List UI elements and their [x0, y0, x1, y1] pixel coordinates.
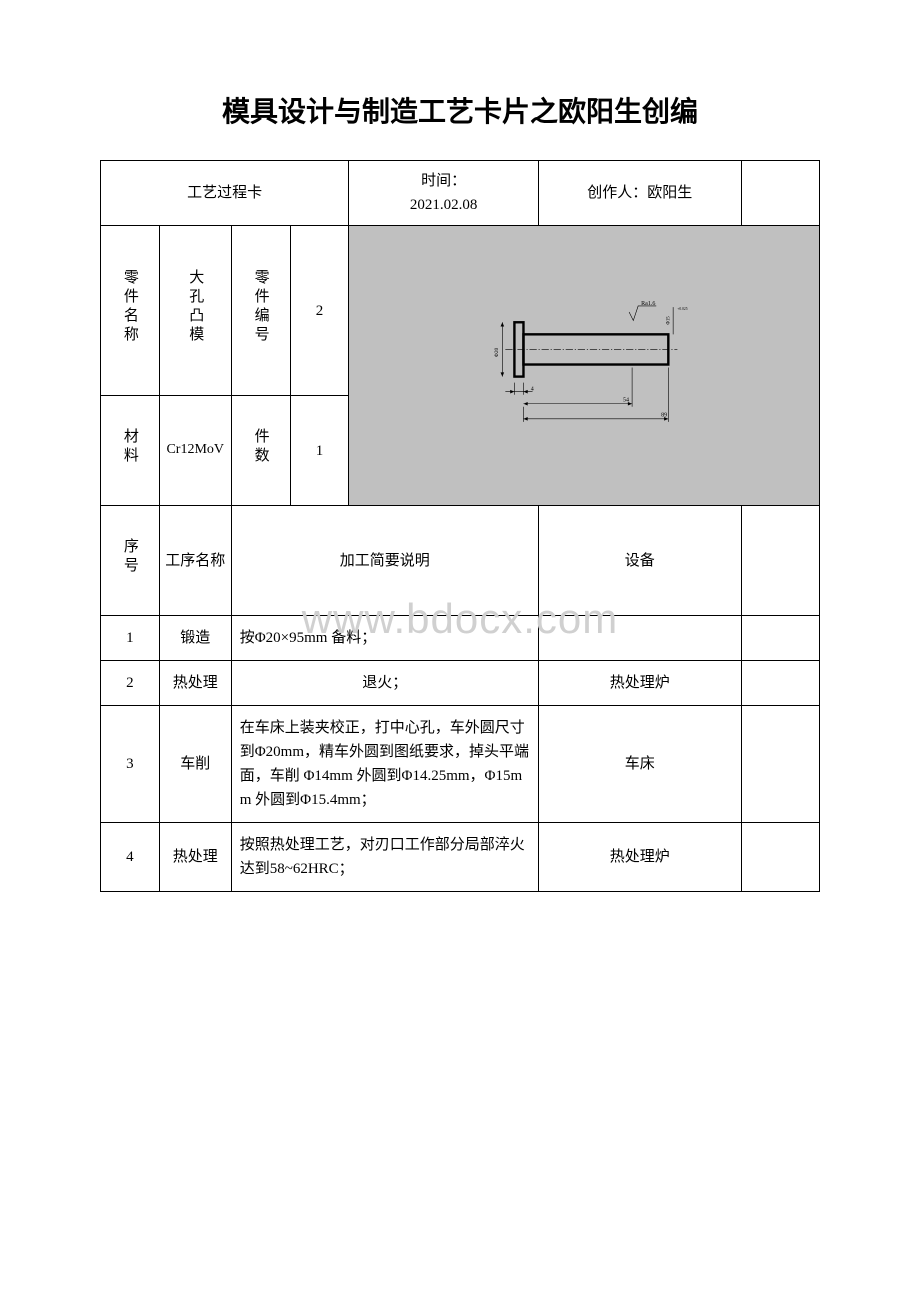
- part-number-value: 2: [290, 226, 349, 396]
- col-description: 加工简要说明: [231, 506, 538, 616]
- material-value: Cr12MoV: [159, 396, 231, 506]
- empty-4: [741, 823, 819, 892]
- column-header-row: 序号 工序名称 加工简要说明 设备: [101, 506, 820, 616]
- equipment-2: 热处理炉: [538, 661, 741, 706]
- quantity-value: 1: [290, 396, 349, 506]
- process-desc-3: 在车床上装夹校正，打中心孔，车外圆尺寸到Φ20mm，精车外圆到图纸要求，掉头平端…: [231, 706, 538, 823]
- process-desc-1: 按Φ20×95mm 备料；: [231, 616, 538, 661]
- dim-89: 89: [661, 412, 667, 418]
- equipment-3: 车床: [538, 706, 741, 823]
- equipment-1: [538, 616, 741, 661]
- col-equipment: 设备: [538, 506, 741, 616]
- header-row: 工艺过程卡 时间： 2021.02.08 创作人：欧阳生: [101, 161, 820, 226]
- quantity-label: 件数: [231, 396, 290, 506]
- process-name-2: 热处理: [159, 661, 231, 706]
- process-card-table: 工艺过程卡 时间： 2021.02.08 创作人：欧阳生 零件名称 大孔凸模 零…: [100, 160, 820, 892]
- part-name-label: 零件名称: [101, 226, 160, 396]
- col-empty: [741, 506, 819, 616]
- empty-3: [741, 706, 819, 823]
- part-info-row: 零件名称 大孔凸模 零件编号 2 Φ20 Φ15 +0.025: [101, 226, 820, 396]
- part-name-value: 大孔凸模: [159, 226, 231, 396]
- process-name-3: 车削: [159, 706, 231, 823]
- seq-4: 4: [101, 823, 160, 892]
- seq-1: 1: [101, 616, 160, 661]
- part-diagram-svg: Φ20 Φ15 +0.025 Ra1.6 4 54: [349, 277, 819, 446]
- dim-4: 4: [531, 386, 534, 392]
- process-row-4: 4 热处理 按照热处理工艺，对刃口工作部分局部淬火达到58~62HRC； 热处理…: [101, 823, 820, 892]
- creator-cell: 创作人：欧阳生: [538, 161, 741, 226]
- document-title: 模具设计与制造工艺卡片之欧阳生创编: [100, 90, 820, 130]
- time-value: 2021.02.08: [410, 197, 478, 213]
- col-seq: 序号: [101, 506, 160, 616]
- process-desc-4: 按照热处理工艺，对刃口工作部分局部淬火达到58~62HRC；: [231, 823, 538, 892]
- empty-cell: [741, 161, 819, 226]
- dim-tolerance: +0.025: [678, 307, 688, 311]
- material-label: 材料: [101, 396, 160, 506]
- process-name-4: 热处理: [159, 823, 231, 892]
- equipment-4: 热处理炉: [538, 823, 741, 892]
- dim-54: 54: [623, 397, 629, 403]
- part-number-label: 零件编号: [231, 226, 290, 396]
- empty-2: [741, 661, 819, 706]
- time-label: 时间：: [421, 173, 466, 189]
- dim-d20: Φ20: [494, 347, 500, 357]
- empty-1: [741, 616, 819, 661]
- process-name-1: 锻造: [159, 616, 231, 661]
- seq-2: 2: [101, 661, 160, 706]
- time-cell: 时间： 2021.02.08: [349, 161, 539, 226]
- process-card-label: 工艺过程卡: [101, 161, 349, 226]
- dim-d15: Φ15: [667, 316, 672, 325]
- process-desc-2: 退火；: [231, 661, 538, 706]
- col-process-name: 工序名称: [159, 506, 231, 616]
- technical-drawing: Φ20 Φ15 +0.025 Ra1.6 4 54: [349, 226, 820, 506]
- process-row-1: 1 锻造 按Φ20×95mm 备料；: [101, 616, 820, 661]
- ra-label: Ra1.6: [642, 301, 656, 307]
- process-row-2: 2 热处理 退火； 热处理炉: [101, 661, 820, 706]
- process-row-3: 3 车削 在车床上装夹校正，打中心孔，车外圆尺寸到Φ20mm，精车外圆到图纸要求…: [101, 706, 820, 823]
- seq-3: 3: [101, 706, 160, 823]
